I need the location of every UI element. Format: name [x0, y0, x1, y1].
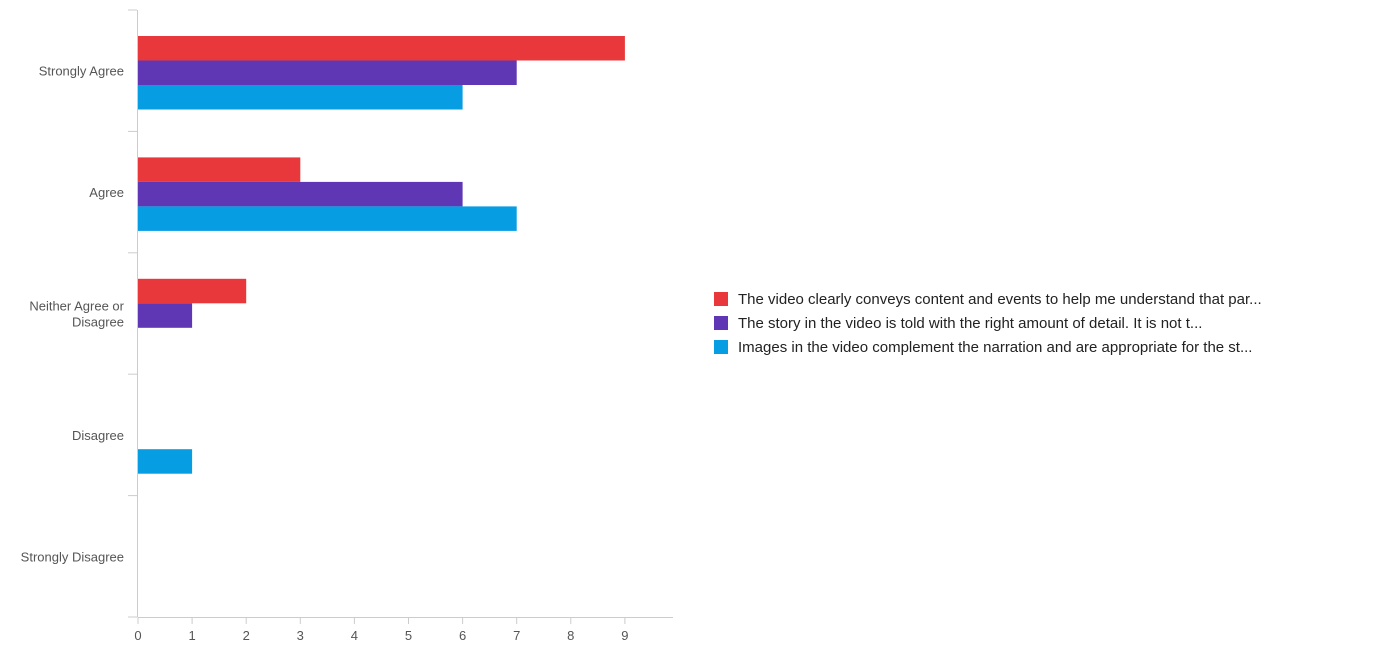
x-tick-label: 5 [405, 628, 412, 643]
x-tick-label: 0 [134, 628, 141, 643]
bar-2-0 [138, 278, 247, 304]
x-tick-label: 4 [351, 628, 358, 643]
x-tick-label: 6 [459, 628, 466, 643]
bar-2-1 [138, 303, 193, 328]
legend-label: Images in the video complement the narra… [738, 338, 1253, 356]
category-label: Agree [89, 185, 124, 200]
bars-group [138, 36, 625, 474]
x-tick-label: 8 [567, 628, 574, 643]
category-label: Strongly Agree [39, 64, 124, 79]
legend-label: The video clearly conveys content and ev… [738, 290, 1262, 308]
legend-swatch [714, 292, 728, 306]
legend-label: The story in the video is told with the … [738, 314, 1203, 332]
legend-item[interactable]: The story in the video is told with the … [714, 311, 1262, 335]
x-tick-label: 2 [243, 628, 250, 643]
x-tick-labels: 0 1 2 3 4 5 6 7 8 9 [134, 618, 629, 643]
legend-swatch [714, 316, 728, 330]
bar-0-1 [138, 60, 517, 85]
bar-1-2 [138, 206, 517, 231]
bar-0-2 [138, 85, 463, 110]
legend-item[interactable]: The video clearly conveys content and ev… [714, 287, 1262, 311]
x-tick-label: 9 [621, 628, 628, 643]
category-label: Disagree [72, 315, 124, 330]
axes-group [128, 9, 673, 618]
legend-item[interactable]: Images in the video complement the narra… [714, 335, 1262, 359]
category-label: Strongly Disagree [21, 549, 124, 564]
x-tick-label: 1 [188, 628, 195, 643]
bar-1-1 [138, 181, 463, 207]
x-tick-label: 3 [297, 628, 304, 643]
category-label: Neither Agree or [29, 299, 124, 314]
category-label: Disagree [72, 428, 124, 443]
bar-1-0 [138, 157, 301, 182]
legend: The video clearly conveys content and ev… [714, 287, 1262, 359]
bar-3-2 [138, 449, 193, 474]
legend-swatch [714, 340, 728, 354]
x-tick-label: 7 [513, 628, 520, 643]
bar-0-0 [138, 36, 625, 61]
